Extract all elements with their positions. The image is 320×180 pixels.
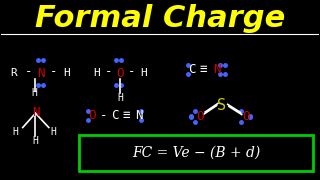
Text: C: C — [111, 109, 119, 122]
Text: N: N — [135, 109, 142, 122]
Text: N: N — [32, 106, 39, 119]
Text: -: - — [100, 109, 108, 122]
Text: ≡: ≡ — [122, 109, 130, 122]
Text: H: H — [33, 136, 38, 146]
Text: ≡: ≡ — [200, 63, 207, 76]
Text: H: H — [12, 127, 18, 137]
Text: O: O — [88, 109, 95, 122]
Text: H: H — [51, 127, 57, 137]
Text: R: R — [11, 68, 17, 78]
Text: -: - — [128, 65, 136, 78]
Text: N: N — [213, 63, 220, 76]
FancyBboxPatch shape — [79, 135, 313, 171]
Text: -: - — [50, 65, 57, 78]
Text: H: H — [93, 68, 100, 78]
Text: N: N — [37, 67, 44, 80]
Text: H: H — [32, 88, 37, 98]
Text: Formal Charge: Formal Charge — [35, 4, 285, 33]
Text: O: O — [196, 110, 204, 123]
Text: -: - — [24, 65, 32, 78]
Text: -: - — [105, 65, 112, 78]
Text: O: O — [116, 67, 124, 80]
Text: FC = Ve − (B + d): FC = Ve − (B + d) — [132, 146, 261, 160]
Text: S: S — [217, 98, 227, 113]
Text: O: O — [242, 110, 250, 123]
Text: C: C — [188, 63, 196, 76]
Text: H: H — [63, 68, 70, 78]
Text: H: H — [117, 93, 123, 103]
Text: H: H — [141, 68, 148, 78]
